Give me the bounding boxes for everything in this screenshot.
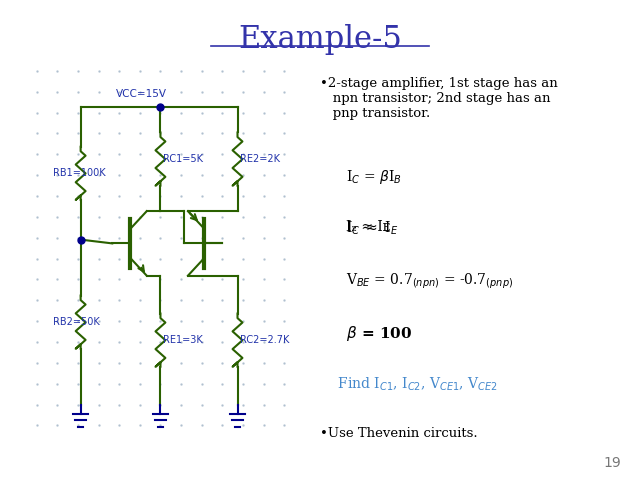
Text: $\beta$ = 100: $\beta$ = 100	[346, 324, 412, 343]
Text: VCC=15V: VCC=15V	[116, 89, 166, 99]
Text: I$_C$ = $\beta$I$_B$: I$_C$ = $\beta$I$_B$	[346, 168, 401, 186]
Text: I₂ ≈ Iᴇ: I₂ ≈ Iᴇ	[346, 220, 390, 234]
Text: I$_C$ $\approx$ I$_E$: I$_C$ $\approx$ I$_E$	[346, 220, 398, 237]
Text: 19: 19	[603, 456, 621, 470]
Text: V$_{BE}$ = 0.7$_{(npn)}$ = -0.7$_{(pnp)}$: V$_{BE}$ = 0.7$_{(npn)}$ = -0.7$_{(pnp)}…	[346, 272, 513, 291]
Text: •2-stage amplifier, 1st stage has an
   npn transistor; 2nd stage has an
   pnp : •2-stage amplifier, 1st stage has an npn…	[320, 77, 557, 120]
Text: Find I$_{C1}$, I$_{C2}$, V$_{CE1}$, V$_{CE2}$: Find I$_{C1}$, I$_{C2}$, V$_{CE1}$, V$_{…	[333, 375, 498, 393]
Text: •Use Thevenin circuits.: •Use Thevenin circuits.	[320, 427, 477, 440]
Text: RC2=2.7K: RC2=2.7K	[240, 335, 290, 345]
Text: RE1=3K: RE1=3K	[163, 335, 203, 345]
Text: RC1=5K: RC1=5K	[163, 154, 203, 164]
Text: RE2=2K: RE2=2K	[240, 154, 280, 164]
Text: Example-5: Example-5	[238, 24, 402, 55]
Text: RB1=100K: RB1=100K	[53, 168, 106, 178]
Text: RB2=50K: RB2=50K	[53, 317, 100, 327]
